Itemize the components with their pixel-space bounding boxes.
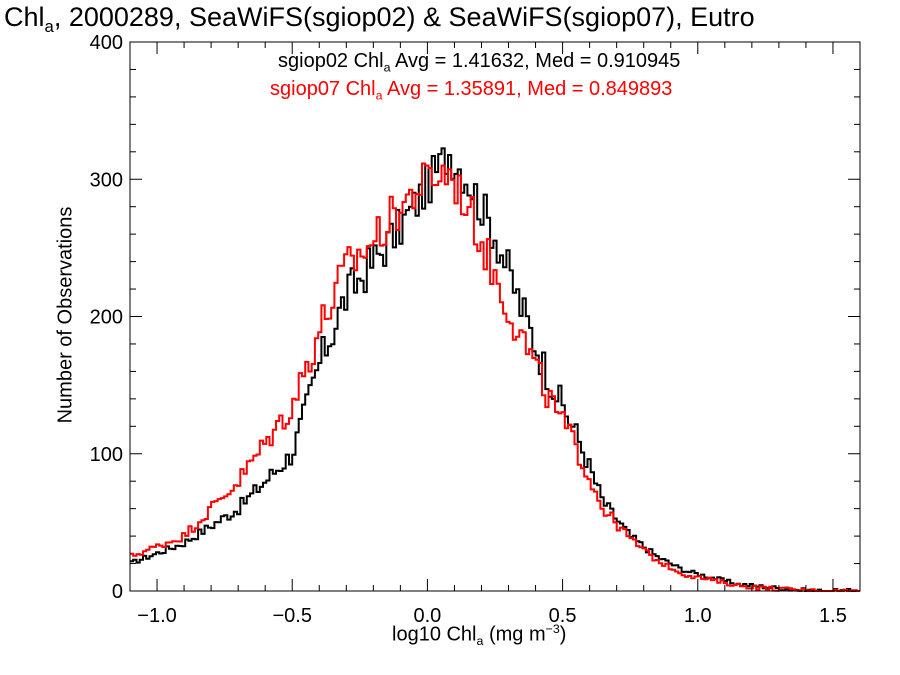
stat-sgiop07: sgiop07 Chla Avg = 1.35891, Med = 0.8498… (270, 78, 673, 103)
series-sgiop02-line (130, 147, 860, 592)
x-axis-label: log10 Chla (mg m−3) (392, 622, 567, 648)
y-tick-label: 0 (112, 581, 123, 603)
x-tick-label: −1.0 (137, 605, 176, 627)
series-layer (130, 147, 860, 592)
x-tick-label: 0.0 (414, 605, 442, 627)
x-tick-label: −0.5 (272, 605, 311, 627)
x-tick-label: 1.0 (684, 605, 712, 627)
chart-title: Chla, 2000289, SeaWiFS(sgiop02) & SeaWiF… (4, 2, 755, 36)
y-tick-label: 400 (90, 32, 123, 54)
y-tick-label: 300 (90, 169, 123, 191)
x-tick-label: 1.5 (819, 605, 847, 627)
x-tick-label: 0.5 (549, 605, 577, 627)
y-tick-label: 200 (90, 307, 123, 329)
y-tick-label: 100 (90, 444, 123, 466)
series-sgiop07-line (130, 162, 860, 592)
stat-sgiop02: sgiop02 Chla Avg = 1.41632, Med = 0.9109… (278, 50, 681, 75)
ticks-layer: −1.0 −0.5 0.0 0.5 1.0 1.5 0 100 200 300 400 (90, 32, 861, 627)
